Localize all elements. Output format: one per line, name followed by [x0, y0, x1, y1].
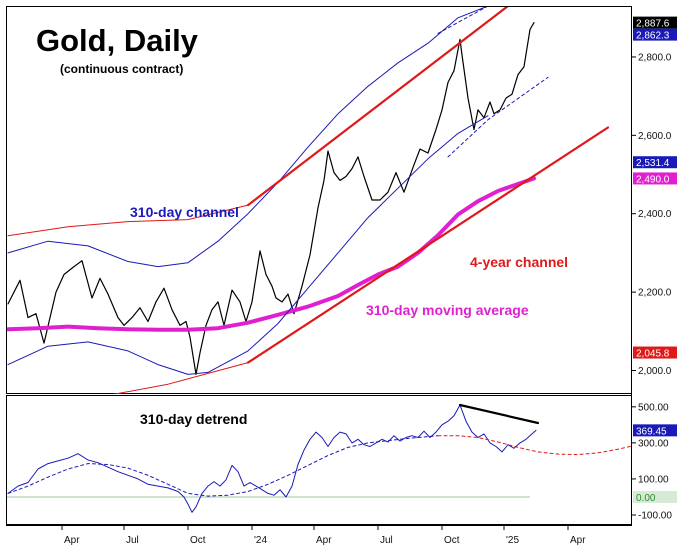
x-tick-label: Jul [126, 535, 139, 546]
series-detrend-trend [7, 435, 439, 497]
detrend-panel-frame [6, 395, 632, 525]
detrend-y-tick-label: 100.00 [638, 474, 669, 485]
value-tag-bg [633, 490, 677, 503]
chart-subtitle: (continuous contract) [60, 62, 183, 76]
series-4-year-channel-upper-curve [7, 204, 249, 237]
value-tags-group: 2,887.62,862.3 2,531.4 2,490.0 2,045.8 369.4… [633, 16, 677, 504]
price-y-tick-label: 2,400.0 [638, 209, 672, 220]
series-4-year-channel-upper-line [246, 7, 509, 207]
value-tag-bg [633, 172, 677, 185]
value-tag-label: 2,862.3 [636, 31, 670, 42]
price-y-tick-label: 2,200.0 [638, 288, 672, 299]
series-detrend-projection [437, 435, 631, 456]
annotation-310-day-ma: 310-day moving average [366, 302, 529, 318]
detrend-y-tick-label: 500.00 [638, 402, 669, 413]
value-tag-bg [633, 424, 677, 437]
axis-ticks-group: 2,800.0 2,600.0 2,400.0 2,200.0 2,000.0 500.0… [61, 52, 672, 546]
price-series-group [7, 7, 610, 394]
value-tag-bg [633, 156, 677, 169]
x-tick-label: Apr [64, 535, 80, 546]
value-tag-label: 2,531.4 [636, 158, 670, 169]
series-310-day-moving-average [7, 176, 536, 332]
annotation-4-year-channel: 4-year channel [470, 254, 568, 270]
value-tag-bg [633, 346, 677, 359]
price-y-tick-label: 2,600.0 [638, 131, 672, 142]
value-tag-label: 0.00 [636, 493, 656, 504]
x-tick-label: '25 [506, 535, 519, 546]
detrend-y-tick-label: -100.00 [638, 510, 672, 521]
price-y-tick-label: 2,800.0 [638, 52, 672, 63]
series-4-year-channel-lower-line [246, 126, 610, 364]
series-divergence-line [458, 403, 540, 425]
series-310-day-channel-lower [7, 115, 489, 375]
annotation-310-day-channel: 310-day channel [130, 204, 239, 220]
x-tick-label: Jul [380, 535, 393, 546]
detrend-series-group [7, 403, 631, 513]
detrend-title: 310-day detrend [140, 411, 247, 427]
x-tick-label: '24 [254, 535, 267, 546]
series-310-day-channel-upper [7, 7, 487, 268]
detrend-y-tick-label: 300.00 [638, 438, 669, 449]
x-tick-label: Oct [444, 535, 460, 546]
value-tag-label: 2,490.0 [636, 174, 670, 185]
series-310-day-channel-projection-lower [447, 76, 549, 158]
x-tick-label: Apr [570, 535, 586, 546]
price-y-tick-label: 2,000.0 [638, 366, 672, 377]
value-tag-label: 2,045.8 [636, 349, 670, 360]
value-tag-bg [633, 16, 677, 29]
x-tick-label: Apr [316, 535, 332, 546]
series-310-day-channel-projection-upper [437, 7, 488, 34]
series-4-year-channel-lower-curve [112, 362, 249, 394]
chart-title: Gold, Daily [36, 23, 199, 58]
value-tag-label: 2,887.6 [636, 19, 670, 30]
value-tag-label: 369.45 [636, 426, 667, 437]
x-tick-label: Oct [190, 535, 206, 546]
series-gold-price [7, 22, 535, 375]
value-tag-bg [633, 28, 677, 41]
